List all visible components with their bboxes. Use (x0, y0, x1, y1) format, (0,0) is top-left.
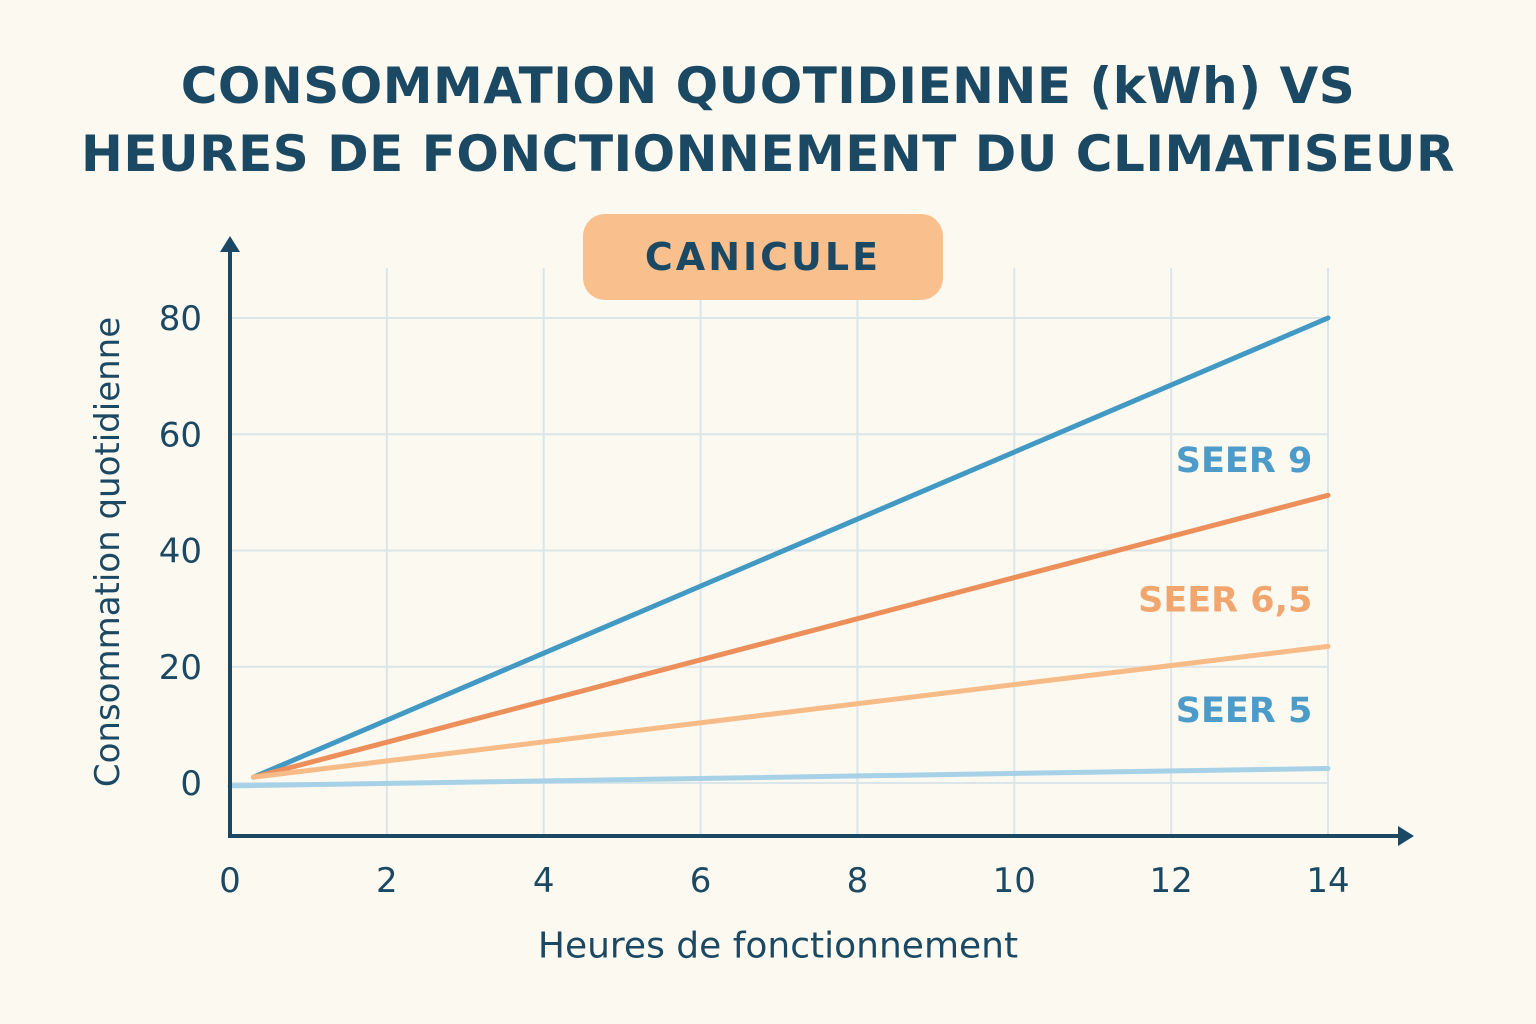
x-tick-label: 12 (1150, 861, 1193, 901)
x-tick-label: 2 (376, 861, 398, 901)
x-axis-arrow-icon (1398, 826, 1414, 846)
x-tick-label: 14 (1306, 861, 1349, 901)
x-tick-label: 8 (847, 861, 869, 901)
x-tick-label: 0 (219, 861, 241, 901)
series-annotation-label: SEER 5 (1176, 691, 1313, 731)
chart-annotations: SEER 9 SEER 6,5 SEER 5 (1138, 441, 1312, 731)
x-tick-label: 4 (533, 861, 555, 901)
y-tick-label: 40 (159, 532, 202, 572)
y-tick-label: 0 (180, 764, 202, 804)
series-annotation-label: SEER 6,5 (1138, 581, 1312, 621)
y-tick-label: 60 (159, 415, 202, 455)
chart-axes (220, 236, 1414, 846)
y-axis-arrow-icon (220, 236, 240, 252)
canicule-badge: CANICULE (583, 214, 943, 300)
series-line-4 (227, 765, 1331, 789)
y-axis-label: Consommation quotidienne (88, 316, 128, 788)
chart-title: CONSOMMATION QUOTIDIENNE (kWh) VS HEURES… (0, 52, 1536, 188)
chart-title-line-2: HEURES DE FONCTIONNEMENT DU CLIMATISEUR (81, 125, 1455, 183)
chart-title-line-1: CONSOMMATION QUOTIDIENNE (kWh) VS (180, 57, 1356, 115)
chart-series (227, 315, 1331, 789)
y-tick-label: 80 (159, 299, 202, 339)
chart-tick-labels: 0 2 4 6 8 10 12 14 0 20 40 60 80 (159, 299, 1350, 901)
x-tick-label: 6 (690, 861, 712, 901)
series-annotation-label: SEER 9 (1176, 441, 1313, 481)
y-tick-label: 20 (159, 648, 202, 688)
series-line-3 (251, 643, 1331, 780)
x-axis-label: Heures de fonctionnement (537, 925, 1019, 967)
series-line-1 (251, 315, 1331, 780)
series-line-2 (251, 492, 1331, 780)
x-tick-label: 10 (993, 861, 1036, 901)
